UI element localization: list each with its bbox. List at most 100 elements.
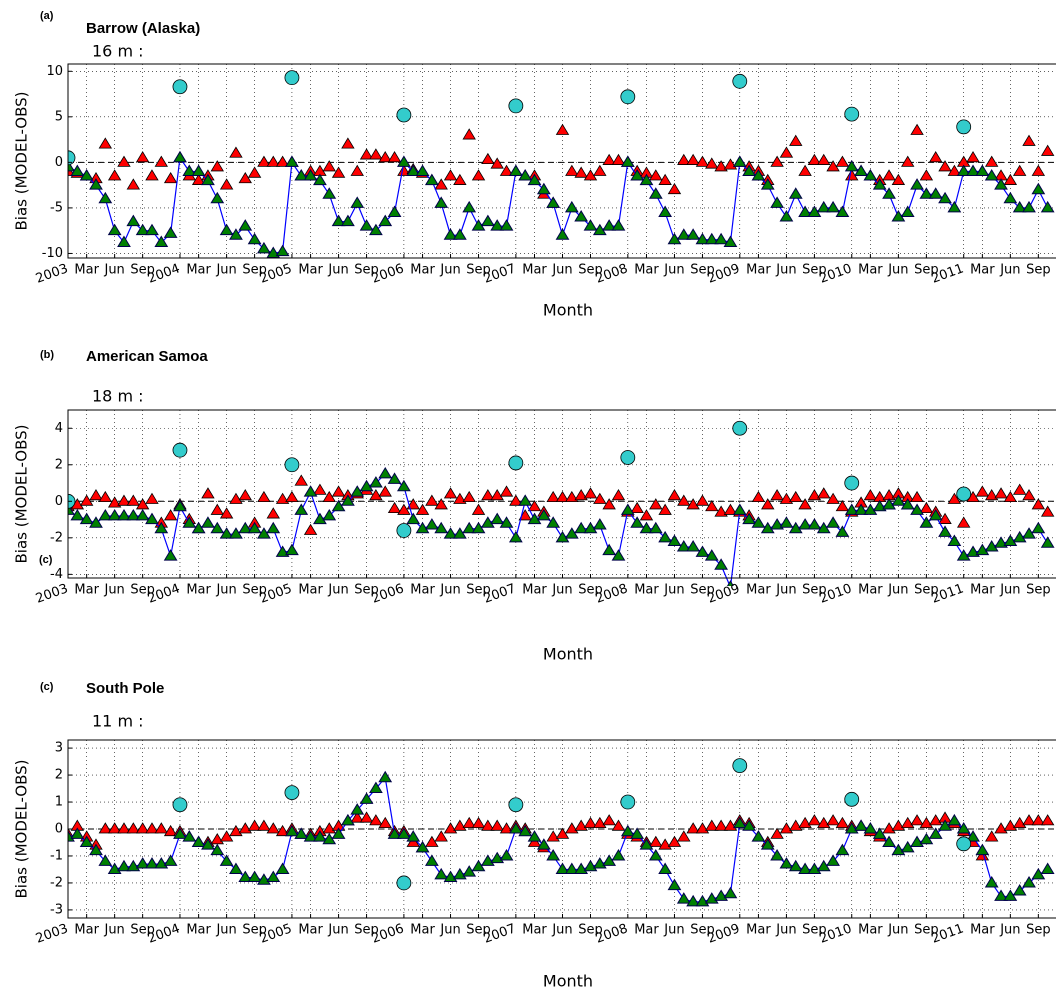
triangle-marker (667, 182, 682, 195)
triangle-marker (89, 178, 103, 190)
triangle-marker (79, 512, 94, 525)
triangle-marker (331, 827, 346, 839)
triangle-marker (1040, 814, 1055, 826)
circle-marker (172, 797, 188, 813)
y-tick-label: 0 (55, 822, 63, 837)
triangle-marker (714, 232, 728, 245)
triangle-marker (826, 160, 840, 172)
x-tick-label: Jun (327, 583, 348, 598)
triangle-marker (732, 155, 747, 167)
triangle-marker (546, 196, 561, 208)
circle-marker (844, 106, 860, 122)
triangle-marker (117, 155, 131, 167)
triangle-marker (387, 472, 402, 484)
triangle-marker (1012, 530, 1027, 543)
triangle-marker (499, 164, 514, 176)
triangle-marker (639, 521, 654, 534)
triangle-marker (527, 173, 542, 186)
triangle-marker (630, 501, 644, 514)
triangle-marker (173, 827, 187, 839)
triangle-marker (592, 518, 607, 530)
triangle-marker (882, 497, 896, 510)
x-tick-label: Mar (522, 583, 547, 598)
x-tick-label: Jun (103, 263, 124, 278)
triangle-marker (117, 859, 131, 872)
triangle-marker (835, 816, 850, 829)
x-tick-label: Sep (242, 923, 267, 938)
triangle-marker (499, 219, 514, 231)
triangle-marker (695, 232, 710, 245)
x-tick-label: 2003 (34, 581, 70, 606)
x-tick-label: Sep (914, 923, 939, 938)
plot (68, 740, 1056, 918)
x-tick-label: 2003 (34, 261, 70, 286)
triangle-marker (98, 191, 113, 204)
x-tick-label: Sep (802, 263, 827, 278)
triangle-marker (406, 498, 420, 510)
triangle-marker (518, 824, 533, 837)
triangle-marker (1003, 191, 1018, 204)
triangle-marker (424, 173, 439, 186)
triangle-marker (425, 494, 439, 506)
y-tick-label: 10 (46, 64, 63, 79)
triangle-marker (135, 151, 150, 163)
triangle-marker (956, 164, 971, 176)
triangle-marker (238, 219, 253, 231)
triangle-marker (313, 512, 327, 525)
triangle-marker (779, 210, 794, 222)
triangle-marker (201, 487, 215, 499)
triangle-marker (219, 178, 234, 190)
x-tick-label: Sep (690, 583, 715, 598)
triangle-marker (779, 146, 794, 158)
triangle-marker (238, 521, 253, 534)
triangle-marker (247, 819, 262, 831)
y-axis-label: Bias (MODEL-OBS) (13, 760, 31, 899)
triangle-marker (835, 205, 850, 217)
x-tick-label: Jun (327, 923, 348, 938)
y-tick-label: -3 (50, 902, 63, 917)
panel-label: (b) (40, 349, 54, 361)
triangle-marker (583, 521, 598, 534)
triangle-marker (434, 867, 449, 880)
triangle-marker (994, 487, 1008, 499)
x-tick-label: Jun (215, 923, 236, 938)
triangle-marker (322, 160, 336, 172)
triangle-marker (191, 164, 206, 176)
triangle-marker (574, 489, 588, 501)
triangle-marker (266, 870, 281, 883)
triangle-marker (471, 219, 486, 231)
triangle-marker (107, 508, 122, 521)
x-tick-label: Jun (215, 583, 236, 598)
triangle-marker (984, 830, 999, 842)
x-tick-label: Jun (775, 263, 796, 278)
triangle-marker (583, 816, 598, 829)
x-tick-label: Mar (858, 583, 883, 598)
plot-frame (67, 63, 1056, 259)
triangle-marker (723, 503, 738, 515)
panel-title: Barrow (Alaska) (86, 20, 200, 37)
triangle-marker (154, 235, 169, 248)
triangle-marker (434, 178, 448, 190)
circle-marker (956, 486, 972, 502)
y-tick-label: 4 (55, 421, 63, 436)
triangle-marker (480, 214, 495, 227)
triangle-marker (723, 235, 738, 248)
triangle-marker (341, 137, 355, 149)
circle-marker (284, 70, 300, 86)
triangle-marker (947, 492, 962, 504)
y-tick-label: 3 (55, 741, 63, 756)
triangle-marker (770, 196, 784, 208)
triangle-marker (107, 223, 122, 236)
triangle-marker (285, 543, 299, 556)
triangle-marker (350, 803, 365, 815)
triangle-marker (387, 827, 402, 839)
triangle-marker (322, 490, 336, 503)
triangle-marker (844, 159, 859, 172)
triangle-marker (919, 516, 934, 528)
triangle-marker (322, 187, 337, 199)
triangle-marker (872, 178, 887, 190)
circle-marker (844, 475, 860, 491)
triangle-marker (984, 169, 999, 181)
x-tick-label: Sep (1026, 263, 1051, 278)
triangle-marker (677, 494, 691, 506)
